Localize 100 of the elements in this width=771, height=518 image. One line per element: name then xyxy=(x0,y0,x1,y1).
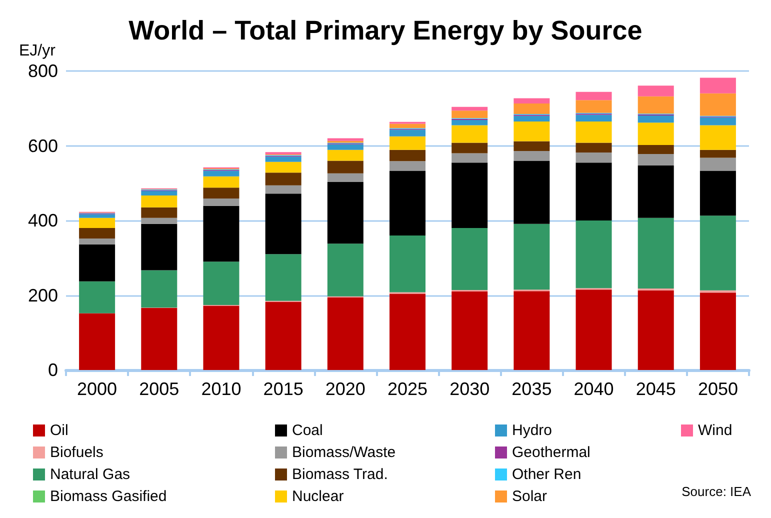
bar xyxy=(79,228,116,238)
bar xyxy=(327,150,364,161)
bar xyxy=(203,176,240,188)
bar xyxy=(79,214,116,218)
legend-label: Coal xyxy=(292,422,323,439)
bar xyxy=(390,136,426,150)
bar xyxy=(638,290,674,370)
bar xyxy=(514,160,550,224)
bar xyxy=(638,145,674,154)
bar xyxy=(700,292,736,370)
bar xyxy=(327,297,364,370)
bar xyxy=(265,156,302,162)
bar xyxy=(327,138,364,141)
bar xyxy=(576,121,612,143)
bar xyxy=(452,120,488,126)
legend-label: Oil xyxy=(50,422,68,439)
bar xyxy=(327,160,364,174)
bar xyxy=(452,110,488,118)
bar xyxy=(576,114,612,122)
bar xyxy=(390,124,426,128)
bar xyxy=(265,302,302,370)
bar xyxy=(700,125,736,150)
x-tick-label: 2035 xyxy=(512,379,552,399)
bar xyxy=(141,224,178,270)
bar xyxy=(700,93,736,116)
bar xyxy=(141,207,178,218)
x-tick-label: 2020 xyxy=(325,379,366,399)
bar xyxy=(700,158,736,171)
legend-label: Biomass Trad. xyxy=(292,466,388,483)
bar xyxy=(79,238,116,244)
bar xyxy=(79,313,116,370)
bar xyxy=(514,291,550,370)
bar xyxy=(638,96,674,114)
x-tick-label: 2010 xyxy=(201,379,242,399)
bar xyxy=(141,195,178,208)
bar xyxy=(576,100,612,113)
bar xyxy=(390,235,426,292)
bar xyxy=(265,254,302,301)
legend-label: Biofuels xyxy=(50,444,104,461)
x-tick-label: 2045 xyxy=(636,379,676,399)
bar xyxy=(327,182,364,244)
x-tick-label: 2000 xyxy=(77,379,118,399)
legend-label: Wind xyxy=(698,422,732,439)
bar xyxy=(452,106,488,111)
bar xyxy=(141,308,178,370)
legend-label: Other Ren xyxy=(512,466,582,483)
legend-label: Natural Gas xyxy=(50,466,130,483)
bar xyxy=(390,170,426,236)
y-tick-label: 400 xyxy=(28,210,58,230)
bar xyxy=(390,150,426,162)
bar xyxy=(327,173,364,182)
bar xyxy=(576,142,612,152)
x-tick-label: 2025 xyxy=(387,379,428,399)
bar xyxy=(452,125,488,143)
y-axis-title: EJ/yr xyxy=(19,42,56,60)
legend-label: Biomass/Waste xyxy=(292,444,396,461)
bar xyxy=(700,150,736,158)
bar xyxy=(576,92,612,100)
bar xyxy=(452,228,488,290)
y-tick-label: 0 xyxy=(48,360,58,380)
bar xyxy=(79,218,116,228)
y-tick-label: 600 xyxy=(28,136,58,156)
bar xyxy=(265,194,302,254)
bar xyxy=(576,162,612,220)
bar xyxy=(203,262,240,305)
bar xyxy=(514,121,550,142)
bar xyxy=(79,281,116,314)
chart-title: World – Total Primary Energy by Source xyxy=(128,16,642,46)
bar xyxy=(638,86,674,96)
x-tick-label: 2050 xyxy=(698,379,738,399)
x-tick-label: 2030 xyxy=(450,379,490,399)
legend-label: Hydro xyxy=(512,422,552,439)
y-tick-label: 800 xyxy=(28,61,58,81)
bar xyxy=(327,244,364,296)
bar xyxy=(576,290,612,370)
bar xyxy=(203,170,240,176)
bar xyxy=(452,292,488,370)
bar xyxy=(638,122,674,146)
bar xyxy=(514,98,550,104)
x-tick-label: 2015 xyxy=(263,379,304,399)
bar xyxy=(700,117,736,126)
legend-label: Nuclear xyxy=(292,488,344,505)
bar xyxy=(452,142,488,154)
legend-label: Biomass Gasified xyxy=(50,488,167,505)
bar xyxy=(638,166,674,218)
bar xyxy=(452,162,488,228)
bar xyxy=(700,216,736,290)
bar xyxy=(265,162,302,173)
y-tick-label: 200 xyxy=(28,285,58,306)
legend-label: Geothermal xyxy=(512,444,590,461)
bar xyxy=(576,152,612,163)
bar xyxy=(265,185,302,194)
bar xyxy=(576,220,612,288)
bar xyxy=(514,224,550,290)
bar xyxy=(141,270,178,308)
bar xyxy=(390,294,426,370)
bar xyxy=(514,141,550,151)
bar xyxy=(638,154,674,166)
bar xyxy=(638,218,674,289)
bar xyxy=(390,161,426,171)
